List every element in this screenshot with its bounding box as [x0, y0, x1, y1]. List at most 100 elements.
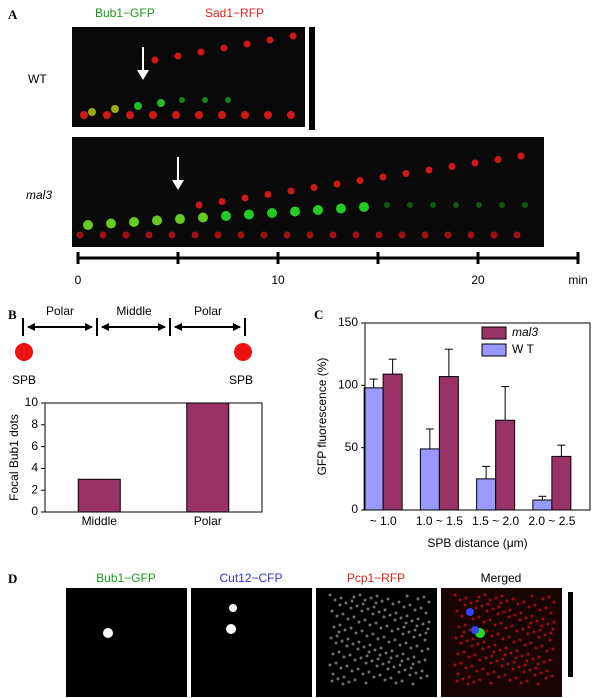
- dot: [129, 217, 139, 227]
- speckle: [481, 647, 485, 651]
- speckle: [504, 626, 508, 630]
- speckle: [347, 680, 351, 684]
- dot: [352, 231, 360, 239]
- speckle: [471, 617, 475, 621]
- speckle: [540, 624, 544, 628]
- speckle: [502, 610, 506, 614]
- speckle: [536, 662, 540, 666]
- speckle: [353, 658, 357, 662]
- x-tick-label: 1.5 ~ 2.0: [472, 514, 519, 528]
- speckle: [475, 669, 479, 673]
- plot-frame: [364, 322, 591, 511]
- speckle: [366, 607, 370, 611]
- bar: [495, 419, 516, 511]
- speckle: [408, 603, 412, 607]
- dot: [402, 170, 410, 177]
- speckle: [515, 629, 519, 633]
- speckle: [469, 601, 473, 605]
- speckle: [537, 655, 541, 659]
- dot: [103, 111, 111, 119]
- speckle: [529, 621, 533, 625]
- dot: [80, 111, 88, 119]
- speckle: [427, 620, 431, 624]
- dot: [398, 231, 406, 239]
- speckle: [389, 676, 393, 680]
- speckle: [523, 643, 527, 647]
- dot: [522, 202, 528, 208]
- legend-swatch: [481, 326, 507, 340]
- row-label: WT: [28, 72, 47, 86]
- speckle: [375, 664, 379, 668]
- speckle: [514, 676, 518, 680]
- dot: [513, 231, 521, 239]
- dot: [421, 231, 429, 239]
- speckle: [545, 669, 549, 673]
- speckle: [421, 622, 425, 626]
- speckle: [335, 614, 339, 618]
- dot: [168, 231, 176, 239]
- speckle: [522, 600, 526, 604]
- speckle: [360, 609, 364, 613]
- speckle: [453, 663, 457, 667]
- dot: [88, 108, 96, 116]
- dot: [379, 173, 387, 181]
- speckle: [463, 623, 467, 627]
- speckle: [533, 673, 537, 677]
- speckle: [470, 644, 474, 648]
- dot: [198, 212, 208, 223]
- speckle: [403, 668, 407, 672]
- dot: [214, 231, 222, 239]
- dot: [289, 32, 297, 40]
- speckle: [519, 681, 523, 685]
- speckle: [353, 678, 357, 682]
- speckle: [508, 608, 512, 612]
- speckle: [411, 662, 415, 666]
- speckle: [328, 663, 332, 667]
- speckle: [363, 598, 367, 602]
- x-tick-label: 2.0 ~ 2.5: [528, 514, 575, 528]
- speckle: [531, 657, 535, 661]
- dot: [384, 202, 390, 208]
- spb: [234, 343, 252, 361]
- dot: [287, 111, 295, 119]
- speckle: [396, 627, 400, 631]
- timeline-tick-label: 0: [75, 273, 82, 287]
- speckle: [378, 653, 382, 657]
- speckle: [346, 637, 350, 641]
- dot: [467, 231, 475, 239]
- dot: [126, 111, 134, 119]
- speckle: [477, 615, 481, 619]
- speckle: [484, 656, 488, 660]
- speckle: [552, 600, 556, 604]
- speckle: [374, 621, 378, 625]
- speckle: [515, 649, 519, 653]
- dot: [336, 203, 346, 214]
- speckle: [512, 640, 516, 644]
- speckle: [533, 603, 537, 607]
- speckle: [503, 653, 507, 657]
- dot: [453, 202, 459, 208]
- dot: [494, 156, 502, 163]
- channel-label: Merged: [481, 571, 522, 585]
- dot: [407, 202, 413, 208]
- legend-label: mal3: [512, 325, 538, 339]
- speckle: [376, 657, 380, 661]
- speckle: [525, 659, 529, 663]
- speckle: [500, 594, 504, 598]
- x-tick-label: Polar: [194, 514, 222, 528]
- speckle: [354, 631, 358, 635]
- speckle: [471, 637, 475, 641]
- dot: [122, 231, 130, 239]
- region-label: Polar: [46, 304, 74, 318]
- speckle: [341, 682, 345, 686]
- speckle: [425, 674, 429, 678]
- bar: [419, 448, 440, 511]
- speckle: [477, 595, 481, 599]
- speckle: [499, 621, 503, 625]
- speckle: [329, 636, 333, 640]
- dot: [99, 231, 107, 239]
- micrograph: [191, 588, 312, 697]
- speckle: [511, 667, 515, 671]
- speckle: [540, 644, 544, 648]
- speckle: [373, 648, 377, 652]
